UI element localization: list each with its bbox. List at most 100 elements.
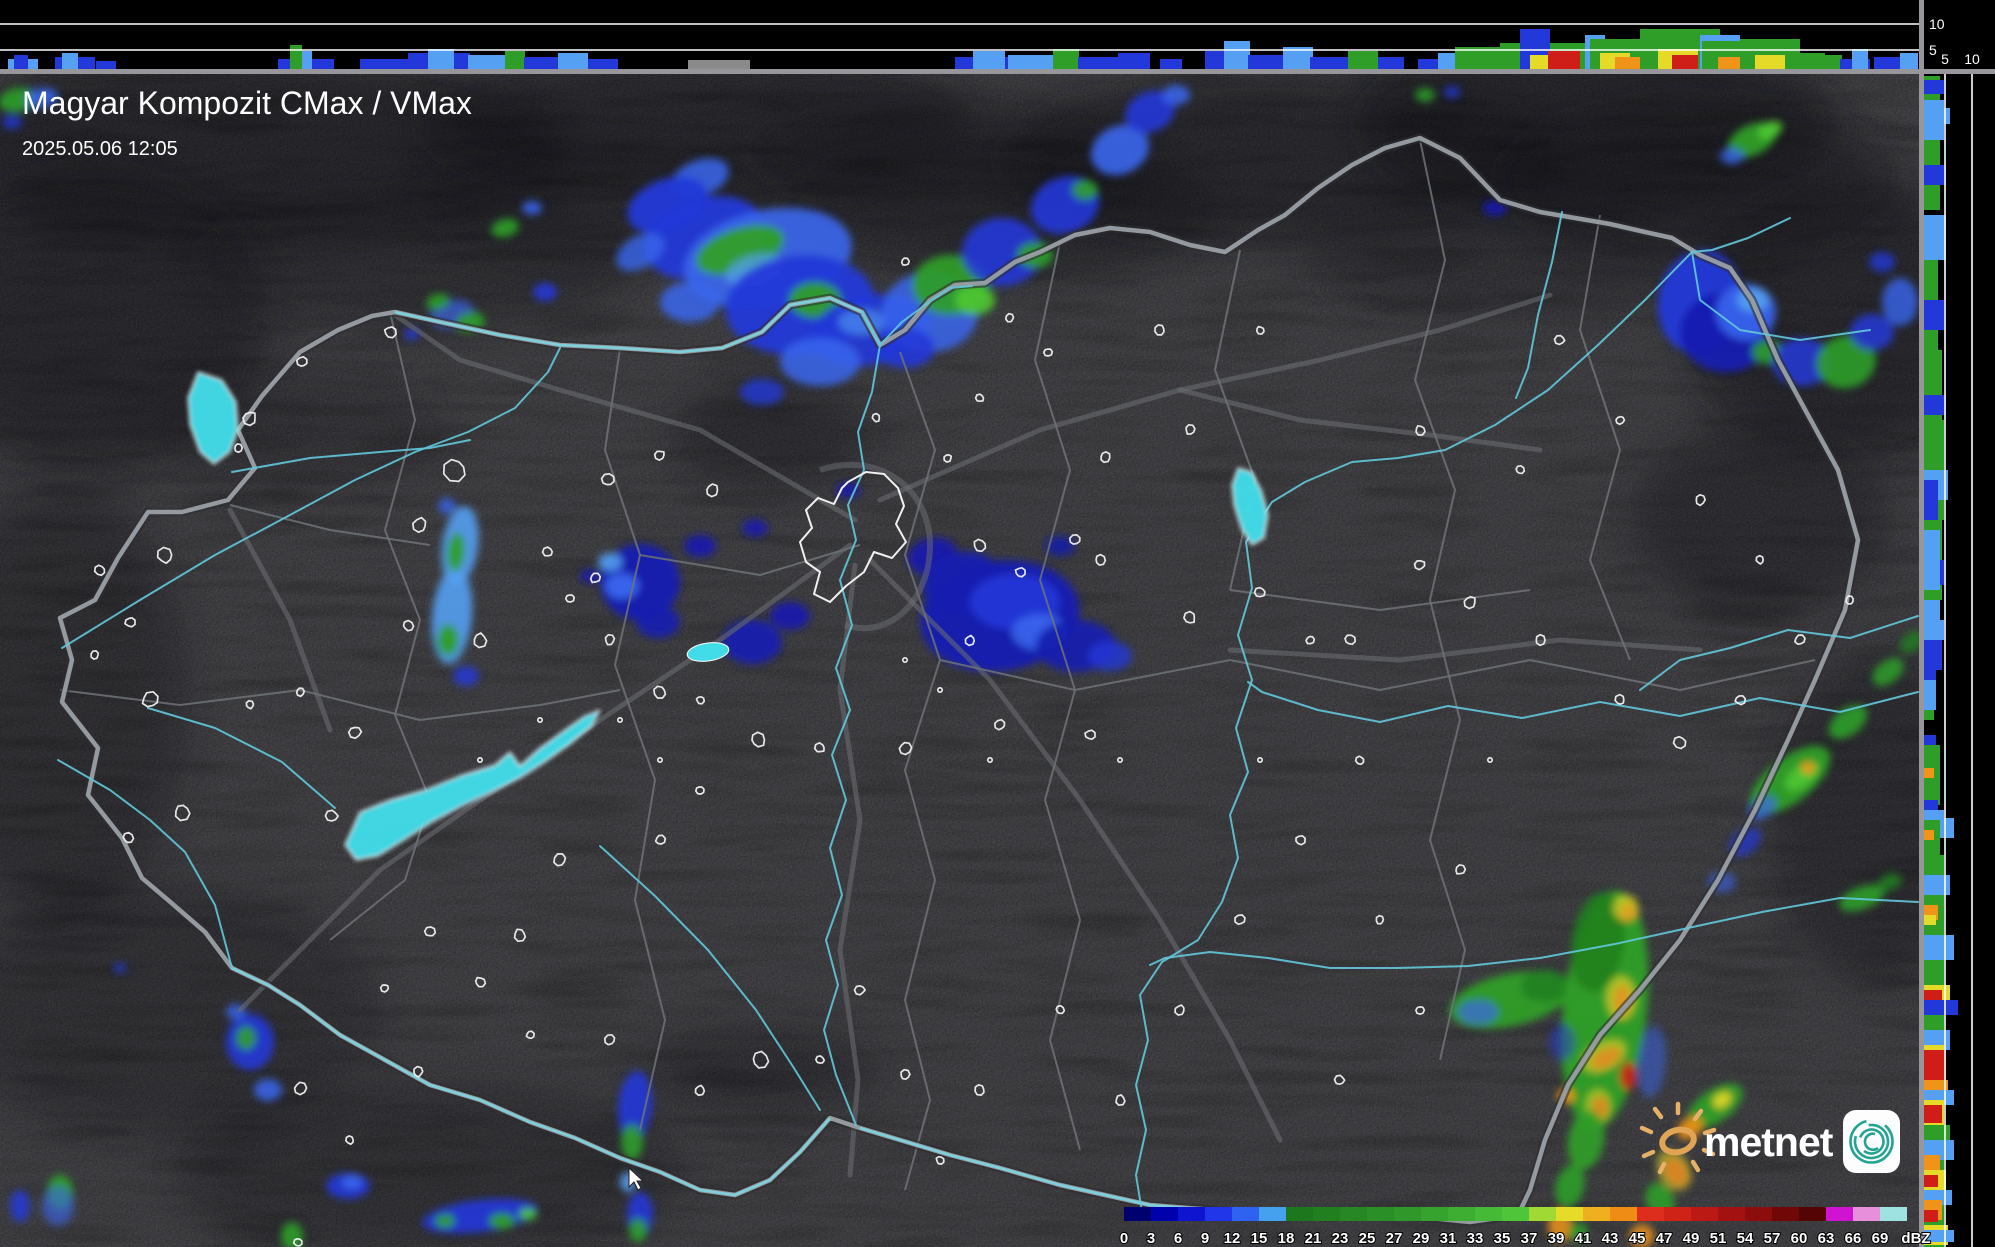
settlement-outline [293, 1081, 308, 1096]
radar-echo [426, 293, 450, 311]
radar-echo [42, 1186, 74, 1226]
legend-tick-label: 35 [1494, 1230, 1511, 1247]
river-line [823, 311, 881, 1126]
settlement-dot [1487, 756, 1494, 763]
map-timestamp: 2025.05.06 12:05 [22, 138, 178, 160]
metnet-app-icon [1843, 1110, 1900, 1173]
top-strip-echo [278, 59, 292, 69]
settlement-outline [973, 538, 987, 553]
settlement-outline [383, 326, 397, 339]
settlement-outline [1305, 635, 1316, 645]
legend-tick-label: 3 [1147, 1230, 1155, 1247]
settlement-outline [347, 726, 363, 740]
top-strip-echo [1053, 49, 1079, 69]
top-strip-echo [1283, 47, 1313, 69]
legend-color-cell [1556, 1207, 1583, 1221]
settlement-outline [814, 1055, 826, 1064]
legend-tick-label: 66 [1845, 1230, 1862, 1247]
border-river-line [394, 296, 882, 354]
top-strip-echo [360, 59, 410, 69]
ring-road [819, 461, 934, 632]
settlement-outline [1234, 914, 1246, 926]
settlement-outline [1333, 1074, 1346, 1086]
country-border [55, 133, 1863, 1227]
radar-echo [1458, 1000, 1498, 1024]
settlement-outline [752, 1050, 770, 1069]
radar-echo [254, 1079, 282, 1101]
radar-echo [1801, 762, 1815, 774]
radar-echo [1571, 892, 1625, 992]
river-line [1247, 681, 1919, 723]
radar-echo [1839, 884, 1885, 912]
map-title: Magyar Kompozit CMax / VMax [22, 85, 472, 121]
settlement-outline [245, 699, 255, 710]
radar-echo [684, 535, 716, 557]
radar-echo [1620, 1062, 1636, 1090]
settlement-outline [242, 411, 256, 427]
radar-echo-layer [0, 85, 1925, 1247]
radar-echo [1712, 1091, 1732, 1109]
legend-color-cell [1124, 1207, 1151, 1221]
top-strip-echo [428, 49, 454, 69]
top-strip-echoes [8, 29, 1918, 69]
river-line [879, 285, 973, 346]
top-strip-echo [1378, 57, 1404, 69]
radar-echo [722, 620, 782, 664]
settlement-outline [589, 572, 602, 584]
legend-color-cell [1259, 1207, 1286, 1221]
top-strip-echo [468, 55, 510, 69]
radar-echo [491, 218, 519, 238]
settlement-outline [964, 634, 976, 647]
settlement-dot [936, 686, 943, 693]
radar-echo [1816, 335, 1876, 389]
settlement-outline [295, 687, 306, 698]
lake-ferto [187, 371, 239, 465]
radar-echo [962, 218, 1042, 286]
top-strip-echo [688, 60, 750, 69]
legend-color-cell [1367, 1207, 1394, 1221]
settlement-outline [1115, 1094, 1126, 1107]
radar-echo [114, 963, 126, 973]
legend-color-bar [1124, 1207, 1907, 1221]
radar-echo [1899, 630, 1925, 654]
right-strip-echo [1924, 1230, 1954, 1242]
settlement-outline [993, 718, 1006, 731]
radar-echo [1850, 314, 1894, 350]
settlement-outline [1845, 595, 1854, 605]
radar-echo [1045, 536, 1075, 556]
settlement-outline [1055, 1004, 1066, 1015]
radar-echo [1613, 895, 1639, 921]
radar-echo [1549, 1024, 1575, 1060]
right-strip-echo [1924, 1155, 1940, 1170]
top-strip-echo [1615, 57, 1640, 69]
map-area[interactable] [0, 30, 1995, 1247]
radar-echo [1090, 124, 1150, 176]
legend-color-cell [1421, 1207, 1448, 1221]
settlement-outline [473, 632, 488, 649]
radar-echo [636, 606, 680, 638]
settlement-outline [871, 412, 881, 423]
radar-echo [740, 379, 784, 405]
radar-echo [742, 519, 768, 537]
radar-echo [1415, 88, 1435, 102]
county-border-line [1429, 719, 1466, 1061]
settlement-outline [174, 804, 191, 822]
metnet-logo[interactable]: metnet [1639, 1101, 1901, 1175]
top-strip-echo [1078, 57, 1120, 69]
settlement-outline [900, 1068, 911, 1081]
top-strip-echo [524, 57, 566, 69]
top-strip-echo [1008, 55, 1058, 69]
top-axis-label-5: 5 [1929, 42, 1937, 58]
radar-echo [1878, 873, 1902, 891]
top-strip-echo [1248, 55, 1290, 69]
legend-tick-label: 27 [1386, 1230, 1403, 1247]
radar-echo [1521, 970, 1569, 1002]
settlement-outline [694, 786, 705, 795]
road-line [237, 542, 853, 1013]
county-border-line [604, 347, 666, 1131]
settlement-outline [295, 355, 308, 367]
river-line [147, 707, 336, 809]
legend-tick-label: 21 [1305, 1230, 1322, 1247]
settlement-outline [1672, 735, 1687, 750]
legend-color-cell [1664, 1207, 1691, 1221]
